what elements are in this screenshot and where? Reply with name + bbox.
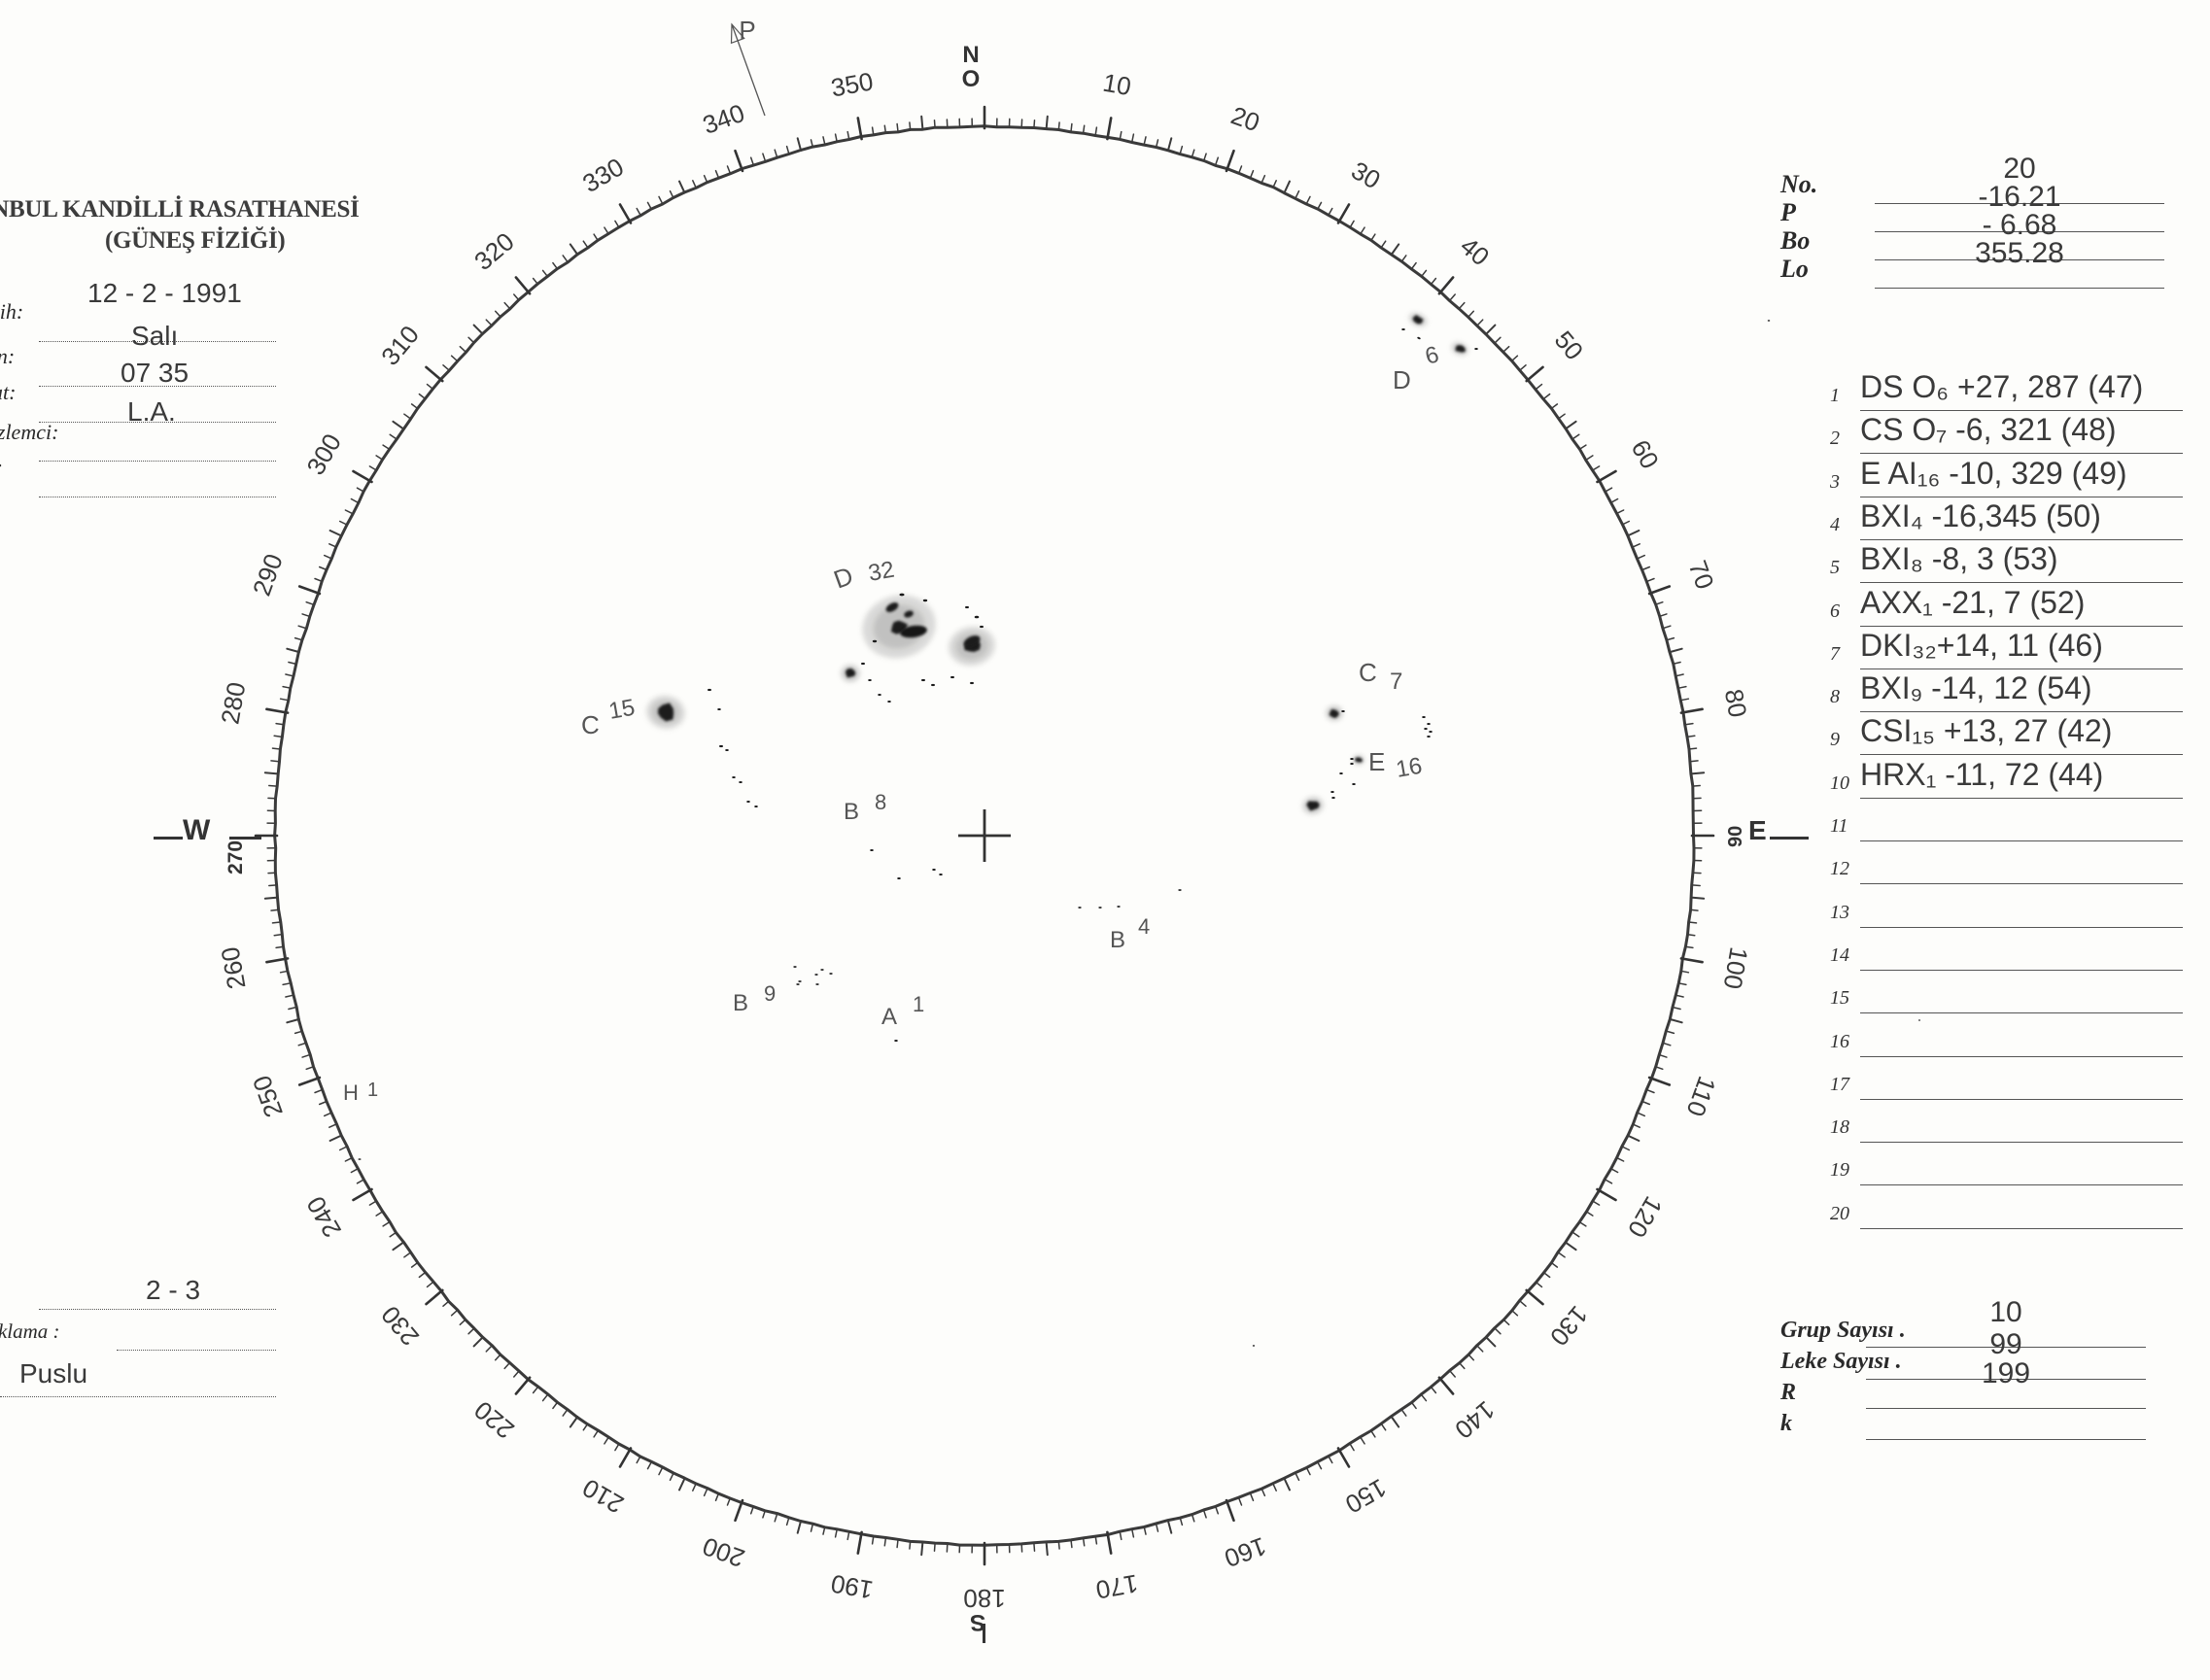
svg-text:40: 40 [1455, 231, 1495, 272]
svg-text:130: 130 [1544, 1300, 1594, 1352]
svg-text:150: 150 [1340, 1473, 1392, 1520]
svg-text:250: 250 [247, 1072, 289, 1121]
svg-text:D: D [830, 561, 857, 595]
svg-text:D: D [1393, 365, 1411, 394]
svg-text:6: 6 [1423, 341, 1442, 370]
svg-text:8: 8 [875, 790, 886, 814]
svg-text:H: H [343, 1080, 359, 1105]
svg-text:C: C [581, 710, 600, 739]
svg-text:B: B [844, 799, 859, 825]
svg-text:140: 140 [1449, 1395, 1501, 1445]
svg-text:60: 60 [1626, 434, 1665, 473]
svg-text:9: 9 [764, 981, 776, 1006]
svg-text:100: 100 [1718, 944, 1754, 991]
svg-text:350: 350 [829, 66, 876, 102]
svg-text:C: C [1359, 658, 1377, 687]
svg-text:330: 330 [577, 152, 629, 198]
svg-text:15: 15 [606, 695, 637, 725]
svg-text:10: 10 [1101, 68, 1134, 102]
svg-text:B: B [733, 990, 748, 1016]
svg-text:16: 16 [1394, 753, 1424, 783]
svg-text:32: 32 [866, 557, 896, 587]
svg-text:300: 300 [300, 429, 347, 480]
svg-text:290: 290 [247, 550, 289, 600]
svg-text:50: 50 [1549, 326, 1590, 365]
svg-text:80: 80 [1719, 687, 1753, 720]
svg-text:190: 190 [829, 1569, 876, 1605]
svg-text:220: 220 [468, 1395, 520, 1445]
svg-text:4: 4 [1138, 914, 1150, 939]
svg-text:1: 1 [913, 992, 924, 1016]
svg-text:20: 20 [1227, 100, 1263, 137]
svg-text:1: 1 [367, 1080, 378, 1101]
svg-text:110: 110 [1680, 1073, 1721, 1120]
svg-text:280: 280 [215, 680, 251, 727]
svg-text:260: 260 [215, 944, 251, 991]
svg-text:70: 70 [1683, 557, 1720, 593]
svg-text:A: A [881, 1004, 897, 1030]
svg-text:240: 240 [300, 1191, 347, 1243]
svg-text:170: 170 [1093, 1569, 1140, 1605]
svg-text:320: 320 [468, 226, 520, 276]
svg-text:200: 200 [699, 1531, 748, 1573]
svg-text:310: 310 [375, 320, 425, 371]
svg-text:210: 210 [577, 1473, 629, 1520]
svg-text:120: 120 [1622, 1191, 1669, 1243]
svg-text:B: B [1110, 927, 1125, 953]
svg-text:7: 7 [1390, 669, 1402, 695]
svg-text:230: 230 [375, 1300, 425, 1352]
svg-text:160: 160 [1221, 1531, 1270, 1573]
svg-text:30: 30 [1346, 155, 1385, 194]
svg-text:P: P [739, 16, 755, 45]
svg-text:E: E [1368, 747, 1385, 776]
svg-text:340: 340 [699, 98, 748, 140]
